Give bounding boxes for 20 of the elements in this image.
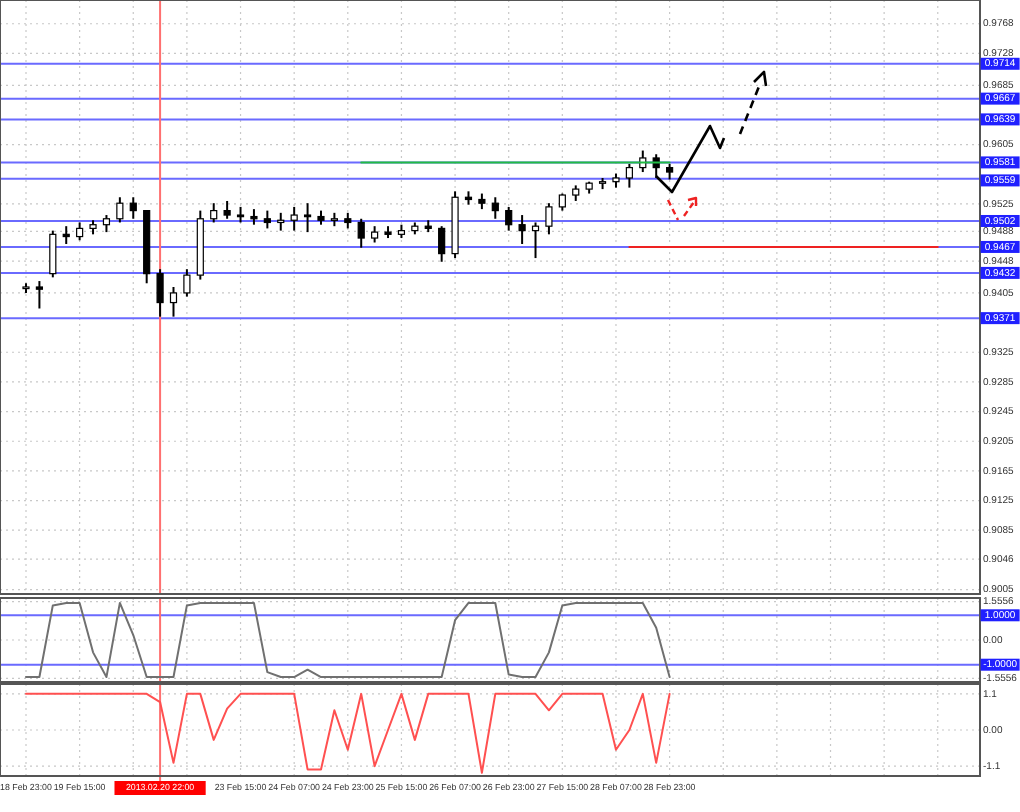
candlestick [49, 229, 57, 279]
candlestick [183, 268, 191, 298]
candlestick [35, 280, 44, 310]
candlestick [491, 196, 499, 220]
candlestick [438, 225, 446, 263]
candlestick [531, 221, 540, 260]
line-series [25, 692, 671, 774]
candlestick [357, 217, 365, 249]
candlestick [129, 196, 137, 220]
candlestick [505, 205, 513, 232]
line-series [25, 601, 671, 679]
candlestick [303, 202, 312, 234]
candlestick [156, 268, 164, 318]
candlestick [116, 196, 124, 224]
candlestick [625, 162, 633, 189]
candlestick [290, 205, 298, 232]
candlestick [210, 202, 218, 224]
candlestick [169, 285, 178, 318]
candlestick [545, 202, 553, 236]
candlestick [518, 214, 526, 245]
